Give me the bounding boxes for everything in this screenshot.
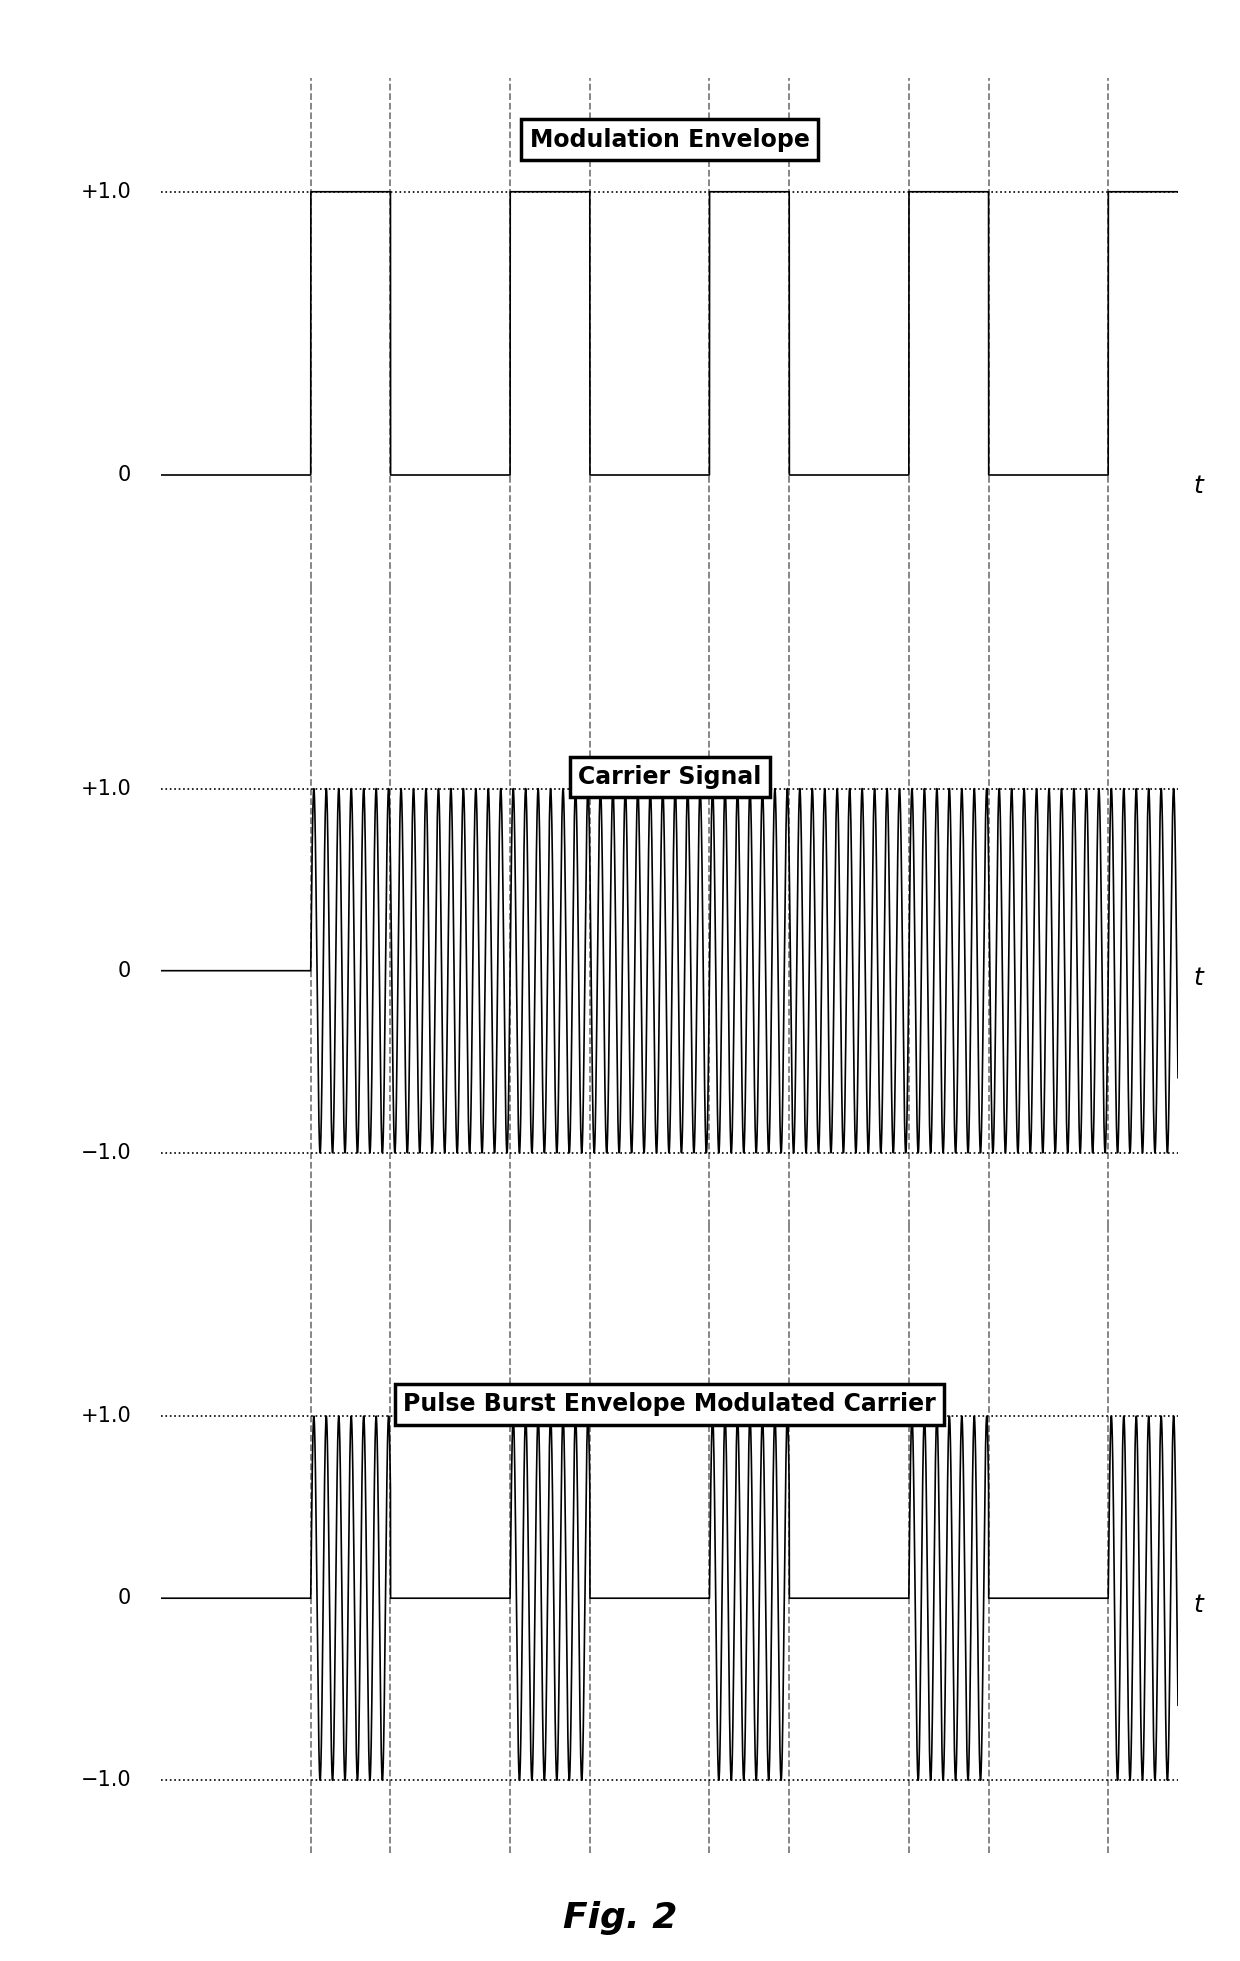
Text: 0: 0 [118,961,131,980]
Text: 0: 0 [118,465,131,484]
Text: $t$: $t$ [1193,967,1205,990]
Text: Pulse Burst Envelope Modulated Carrier: Pulse Burst Envelope Modulated Carrier [403,1392,936,1416]
Text: 0: 0 [118,1588,131,1608]
Text: Fig. 2: Fig. 2 [563,1900,677,1936]
Text: +1.0: +1.0 [81,182,131,202]
Text: −1.0: −1.0 [81,1143,131,1163]
Text: Carrier Signal: Carrier Signal [578,765,761,788]
Text: $t$: $t$ [1193,1594,1205,1618]
Text: Modulation Envelope: Modulation Envelope [529,127,810,151]
Text: +1.0: +1.0 [81,1406,131,1426]
Text: +1.0: +1.0 [81,779,131,798]
Text: −1.0: −1.0 [81,1771,131,1790]
Text: $t$: $t$ [1193,475,1205,498]
